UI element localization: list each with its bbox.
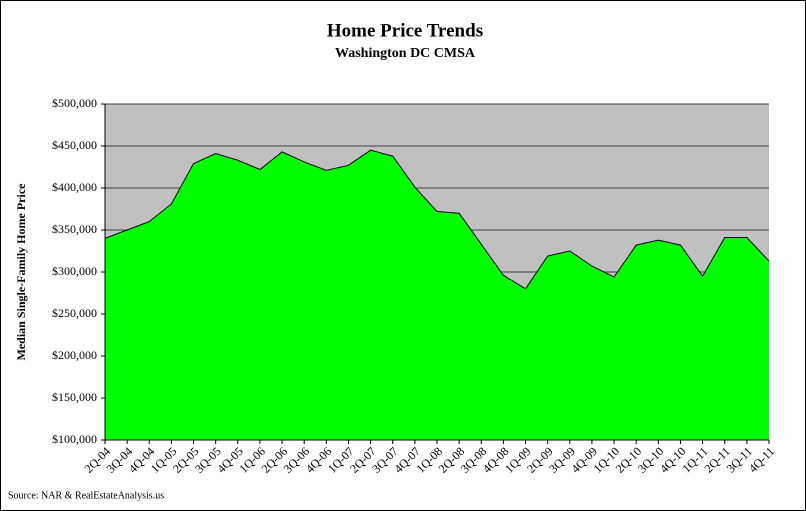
y-tick-label: $150,000 (52, 390, 97, 404)
area (105, 150, 769, 440)
y-tick-label: $100,000 (52, 432, 97, 446)
y-tick-label: $350,000 (52, 222, 97, 236)
y-axis-label: Median Single-Family Home Price (14, 183, 28, 361)
chart-subtitle: Washington DC CMSA (335, 46, 476, 61)
y-tick-label: $200,000 (52, 348, 97, 362)
y-tick-label: $450,000 (52, 138, 97, 152)
source-note: Source: NAR & RealEstateAnalysis.us (8, 490, 164, 501)
area-outline (104, 149, 770, 290)
chart-title: Home Price Trends (327, 20, 483, 41)
y-tick-label: $400,000 (52, 180, 97, 194)
y-tick-label: $300,000 (52, 264, 97, 278)
y-tick-label: $500,000 (52, 96, 97, 110)
y-tick-label: $250,000 (52, 306, 97, 320)
